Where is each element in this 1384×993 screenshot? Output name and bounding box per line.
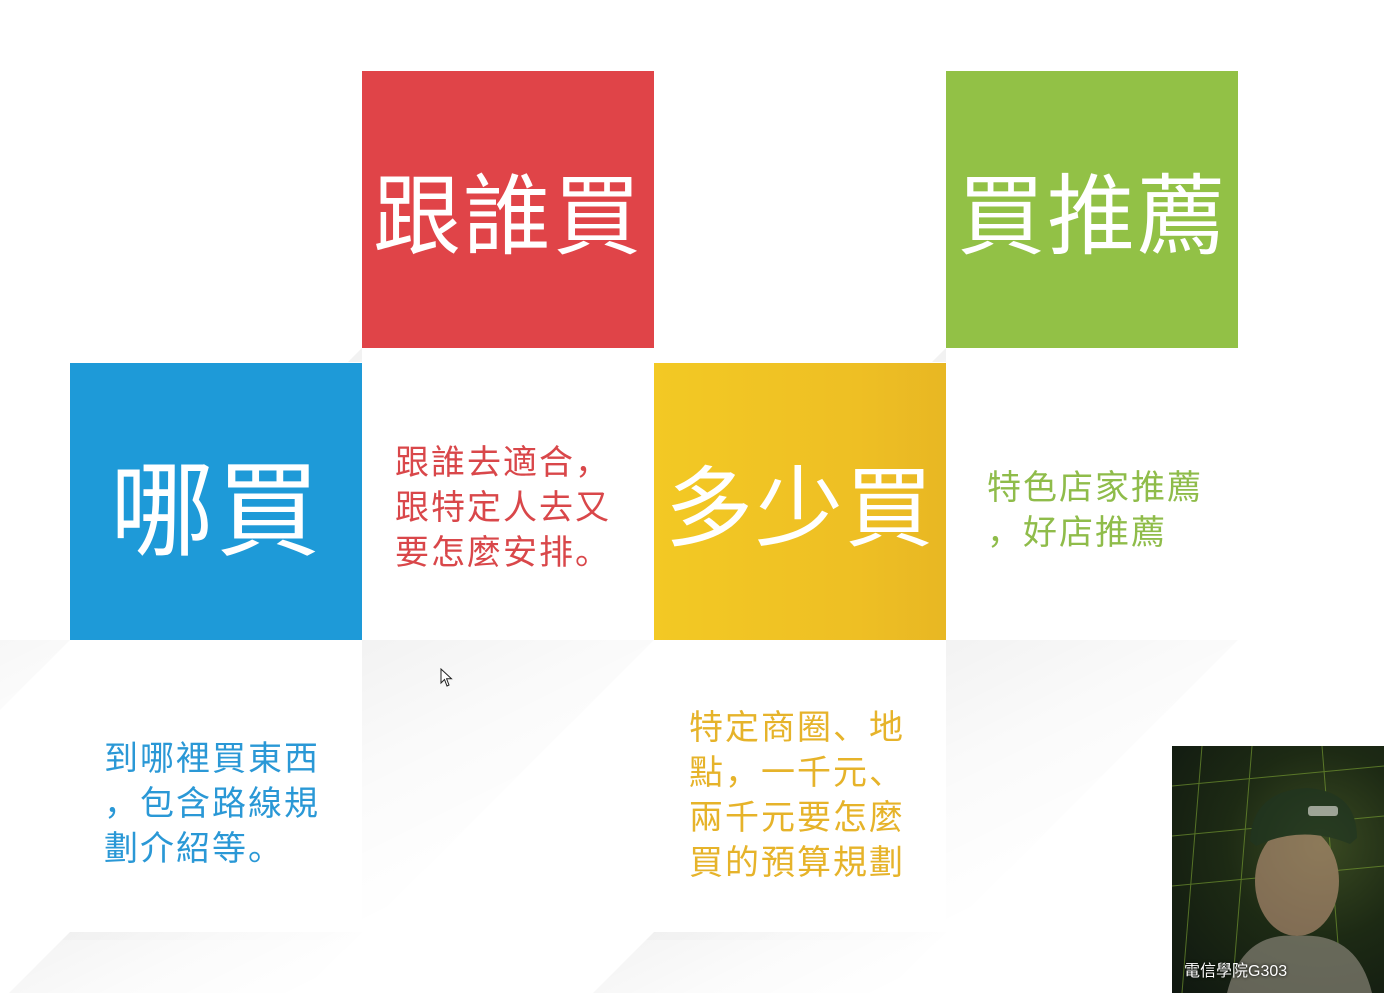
card-shadow (584, 932, 946, 993)
tile-title: 跟誰買 (372, 165, 643, 268)
description-yellow: 特定商圈、地 點，一千元、 兩千元要怎麼 買的預算規劃 (689, 706, 929, 886)
webcam-background (1172, 746, 1384, 993)
description-line: 兩千元要怎麼 (689, 798, 905, 838)
description-line: 特定商圈、地 (689, 708, 905, 748)
description-line: 跟誰去適合， (395, 443, 611, 483)
card-green-description (946, 348, 1238, 640)
card-blue-description (70, 640, 362, 932)
description-line: ，包含路線規 (104, 784, 320, 824)
tile-title: 多少買 (664, 457, 935, 560)
tile-title: 哪買 (109, 450, 322, 572)
description-line: 到哪裡買東西 (104, 739, 320, 779)
tile-who-to-buy-with: 跟誰買 (362, 71, 654, 348)
description-line: 要怎麼安排。 (395, 533, 611, 573)
description-line: 買的預算規劃 (689, 843, 905, 883)
card-shadow (0, 932, 362, 993)
left-shadow (0, 640, 70, 940)
webcam-label: 電信學院G303 (1184, 963, 1288, 980)
tile-title: 買推薦 (956, 165, 1227, 268)
tile-how-much-to-buy: 多少買 (654, 363, 946, 640)
tile-where-to-buy: 哪買 (70, 363, 362, 640)
description-line: ，好店推薦 (987, 513, 1167, 553)
description-green: 特色店家推薦 ，好店推薦 (987, 466, 1227, 556)
mouse-pointer-icon (440, 668, 453, 687)
tile-buy-recommendations: 買推薦 (946, 71, 1238, 348)
description-line: 點，一千元、 (689, 753, 905, 793)
description-line: 劃介紹等。 (104, 829, 284, 869)
description-blue: 到哪裡買東西 ，包含路線規 劃介紹等。 (104, 737, 344, 872)
webcam-overlay: 電信學院G303 (1172, 746, 1384, 993)
description-line: 跟特定人去又 (395, 488, 611, 528)
card-red-description (362, 348, 654, 640)
card-yellow-description (654, 640, 946, 932)
description-red: 跟誰去適合， 跟特定人去又 要怎麼安排。 (395, 441, 635, 576)
description-line: 特色店家推薦 (987, 468, 1203, 508)
